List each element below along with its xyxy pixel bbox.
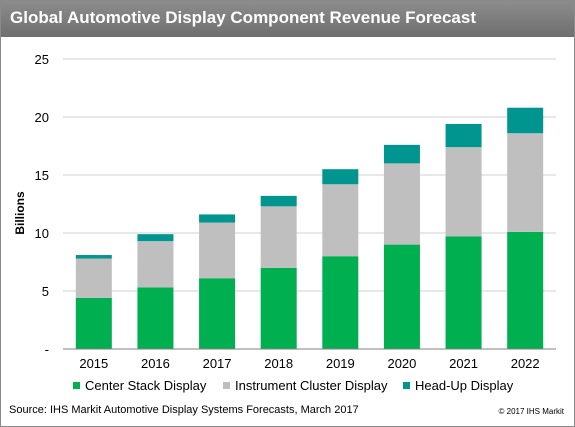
x-tick-label: 2020 xyxy=(387,356,416,371)
bar-segment xyxy=(75,258,112,298)
x-tick-label: 2017 xyxy=(203,356,232,371)
bar-segment xyxy=(322,256,359,349)
y-tick-label: 15 xyxy=(35,168,49,183)
y-tick-label: 20 xyxy=(35,110,49,125)
source-note: Source: IHS Markit Automotive Display Sy… xyxy=(9,404,359,416)
bar-segment xyxy=(199,222,236,279)
x-tick-label: 2021 xyxy=(449,356,478,371)
x-tick-label: 2018 xyxy=(264,356,293,371)
chart-title: Global Automotive Display Component Reve… xyxy=(10,8,477,27)
bar-segment xyxy=(383,163,420,245)
x-tick-label: 2016 xyxy=(141,356,170,371)
bar-segment xyxy=(260,195,297,207)
x-tick-label: 2015 xyxy=(79,356,108,371)
bar-segment xyxy=(383,144,420,164)
bar-segment xyxy=(445,236,482,349)
bar-segment xyxy=(322,169,359,185)
copyright-note: © 2017 IHS Markit xyxy=(498,407,564,416)
bar-segment xyxy=(507,231,544,349)
bar-segment xyxy=(322,184,359,257)
bar-segment xyxy=(260,267,297,349)
x-axis: 2015 2016 2017 2018 2019 2020 2021 2022 xyxy=(63,348,556,371)
legend-label: Instrument Cluster Display xyxy=(235,378,388,393)
title-bar: Global Automotive Display Component Reve… xyxy=(1,1,574,37)
legend-swatch xyxy=(73,382,80,389)
bar-segment xyxy=(507,107,544,134)
bar-segment xyxy=(199,214,236,223)
x-tick-label: 2022 xyxy=(511,356,540,371)
x-tick-label: 2019 xyxy=(326,356,355,371)
y-tick-label: 25 xyxy=(35,52,49,67)
bar-segment xyxy=(445,123,482,148)
bar-segment xyxy=(75,297,112,349)
legend-swatch xyxy=(403,382,410,389)
bar-segment xyxy=(137,234,174,242)
y-tick-label: - xyxy=(45,342,49,357)
bar-segment xyxy=(260,206,297,268)
legend-swatch xyxy=(223,382,230,389)
bar-segment xyxy=(75,255,112,259)
y-axis: - 5 10 15 20 25 xyxy=(35,52,49,357)
bar-segment xyxy=(199,278,236,349)
legend-label: Center Stack Display xyxy=(85,378,207,393)
bar-segment xyxy=(445,147,482,237)
legend: Center Stack Display Instrument Cluster D… xyxy=(73,378,514,393)
bar-segment xyxy=(137,241,174,288)
bar-segment xyxy=(137,287,174,349)
y-tick-label: 10 xyxy=(35,226,49,241)
bars xyxy=(75,107,544,349)
bar-segment xyxy=(383,244,420,349)
y-axis-label: Billions xyxy=(13,191,27,235)
legend-label: Head-Up Display xyxy=(415,378,514,393)
gridlines xyxy=(63,58,556,292)
y-tick-label: 5 xyxy=(42,284,49,299)
bar-segment xyxy=(507,133,544,232)
